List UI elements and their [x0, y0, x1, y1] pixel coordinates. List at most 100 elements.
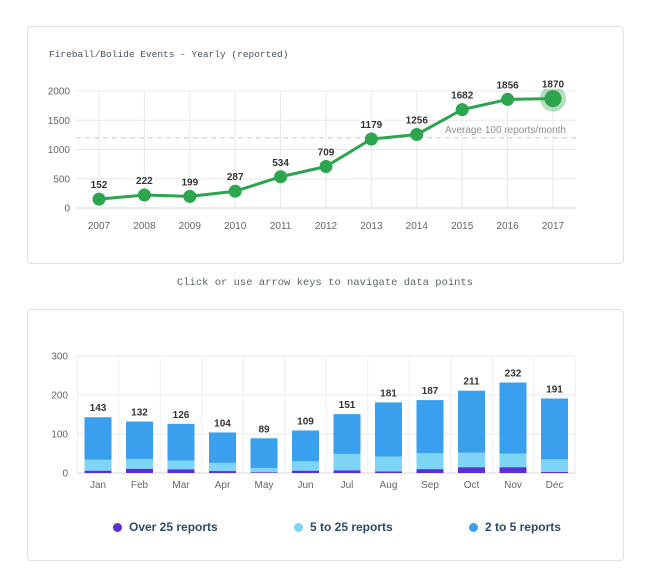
bar-feb-2-to-5-reports[interactable]	[126, 421, 153, 459]
bar-apr-5-to-25-reports[interactable]	[209, 462, 236, 472]
x-tick-label: 2010	[224, 221, 247, 232]
point-value-label: 1256	[406, 116, 429, 127]
bar-total-label: 211	[463, 377, 480, 388]
bar-total-label: 89	[258, 424, 270, 435]
bar-mar-over-25-reports[interactable]	[167, 469, 195, 473]
bar-jun-5-to-25-reports[interactable]	[292, 461, 319, 471]
data-point-2009[interactable]	[183, 189, 197, 203]
legend-marker-icon	[293, 522, 303, 532]
data-point-2010[interactable]	[228, 184, 242, 198]
legend-label: 2 to 5 reports	[484, 520, 561, 534]
bar-total-label: 143	[90, 403, 107, 414]
point-value-label: 1870	[542, 80, 565, 91]
x-tick-label: 2016	[496, 221, 519, 232]
point-value-label: 222	[136, 176, 153, 187]
bar-may-5-to-25-reports[interactable]	[250, 467, 278, 473]
x-tick-label: 2014	[406, 221, 429, 232]
x-tick-label: Aug	[380, 480, 398, 491]
legend-item-5-to-25-reports[interactable]: 5 to 25 reports	[293, 520, 393, 534]
bar-aug-over-25-reports[interactable]	[375, 471, 402, 473]
bar-jan-5-to-25-reports[interactable]	[84, 459, 112, 471]
bar-oct-over-25-reports[interactable]	[458, 467, 485, 473]
x-tick-label: Oct	[464, 480, 480, 491]
data-point-2007[interactable]	[92, 192, 106, 206]
bar-nov-over-25-reports[interactable]	[499, 467, 527, 473]
bar-mar-2-to-5-reports[interactable]	[167, 423, 195, 461]
bar-may-2-to-5-reports[interactable]	[250, 438, 278, 468]
bar-nov-5-to-25-reports[interactable]	[499, 453, 527, 468]
point-value-label: 1856	[496, 80, 519, 91]
data-point-2008[interactable]	[137, 188, 151, 202]
bar-dec-over-25-reports[interactable]	[541, 471, 568, 473]
point-value-label: 1682	[451, 91, 474, 102]
bar-jul-5-to-25-reports[interactable]	[333, 453, 361, 471]
legend-marker-icon	[468, 522, 478, 532]
bar-aug-5-to-25-reports[interactable]	[375, 456, 402, 472]
bar-nov-2-to-5-reports[interactable]	[499, 382, 527, 454]
y-tick-label: 100	[51, 430, 68, 441]
data-point-2015[interactable]	[455, 103, 469, 117]
average-plot-line-label: Average 100 reports/month	[445, 125, 566, 136]
x-tick-label: 2012	[315, 221, 338, 232]
bar-sep-2-to-5-reports[interactable]	[416, 400, 444, 454]
x-tick-label: Jun	[297, 480, 313, 491]
bar-dec-2-to-5-reports[interactable]	[541, 398, 568, 460]
bar-jan-over-25-reports[interactable]	[84, 470, 112, 473]
legend-label: Over 25 reports	[129, 520, 218, 534]
bar-sep-5-to-25-reports[interactable]	[416, 453, 444, 470]
data-point-2013[interactable]	[364, 132, 378, 146]
x-tick-label: 2015	[451, 221, 474, 232]
x-tick-label: 2013	[360, 221, 383, 232]
point-value-label: 534	[272, 158, 289, 169]
y-tick-label: 300	[51, 352, 68, 363]
bar-total-label: 191	[546, 385, 563, 396]
y-tick-label: 1500	[48, 116, 71, 127]
bar-jan-2-to-5-reports[interactable]	[84, 417, 112, 460]
instruction-text: Click or use arrow keys to navigate data…	[176, 277, 474, 289]
point-value-label: 287	[227, 172, 244, 183]
bar-jul-2-to-5-reports[interactable]	[333, 414, 361, 454]
y-tick-label: 0	[62, 469, 68, 480]
bar-oct-5-to-25-reports[interactable]	[458, 452, 485, 468]
bar-may-over-25-reports[interactable]	[250, 472, 278, 473]
bar-jul-over-25-reports[interactable]	[333, 470, 361, 473]
x-tick-label: Apr	[215, 480, 231, 491]
x-tick-label: Jul	[341, 480, 354, 491]
y-tick-label: 500	[53, 174, 70, 185]
bar-feb-over-25-reports[interactable]	[126, 468, 153, 473]
bar-sep-over-25-reports[interactable]	[416, 469, 444, 473]
point-value-label: 1179	[361, 120, 383, 131]
yearly-line-chart[interactable]: 0 500 1000 1500 2000 2007 2008 2009 2010 2011 2012…	[28, 27, 623, 263]
data-point-2011[interactable]	[274, 170, 288, 184]
monthly-chart-panel: 0 100 200 300 143 Jan 132 Feb 126 Mar 104 Apr 89 May 1…	[27, 309, 624, 561]
data-point-2012[interactable]	[319, 160, 333, 174]
bar-aug-2-to-5-reports[interactable]	[375, 402, 402, 457]
bar-total-label: 132	[131, 408, 148, 419]
bar-feb-5-to-25-reports[interactable]	[126, 458, 153, 469]
x-tick-label: 2009	[179, 221, 202, 232]
data-point-2016[interactable]	[501, 92, 515, 106]
bar-jun-2-to-5-reports[interactable]	[292, 430, 319, 462]
x-tick-label: Sep	[421, 480, 439, 491]
bar-apr-2-to-5-reports[interactable]	[209, 432, 236, 463]
x-tick-label: 2011	[270, 221, 292, 232]
legend-item-over-25-reports[interactable]: Over 25 reports	[113, 520, 218, 534]
x-tick-label: 2007	[88, 221, 111, 232]
legend-item-2-to-5-reports[interactable]: 2 to 5 reports	[468, 520, 561, 534]
x-tick-label: 2008	[133, 221, 156, 232]
bar-total-label: 151	[339, 400, 356, 411]
point-value-label: 199	[181, 177, 198, 188]
bar-total-label: 181	[380, 388, 397, 399]
data-point-2014[interactable]	[410, 128, 424, 142]
data-point-2017[interactable]	[544, 90, 562, 108]
bar-jun-over-25-reports[interactable]	[292, 470, 319, 473]
bar-dec-5-to-25-reports[interactable]	[541, 459, 568, 472]
bar-mar-5-to-25-reports[interactable]	[167, 460, 195, 470]
bar-total-label: 232	[505, 369, 522, 380]
bar-oct-2-to-5-reports[interactable]	[458, 390, 485, 453]
y-tick-label: 200	[51, 391, 68, 402]
y-tick-label: 1000	[48, 145, 71, 156]
monthly-bar-chart[interactable]: 0 100 200 300 143 Jan 132 Feb 126 Mar 104 Apr 89 May 1…	[28, 310, 623, 510]
bar-apr-over-25-reports[interactable]	[209, 471, 236, 473]
bar-total-label: 109	[297, 416, 314, 427]
